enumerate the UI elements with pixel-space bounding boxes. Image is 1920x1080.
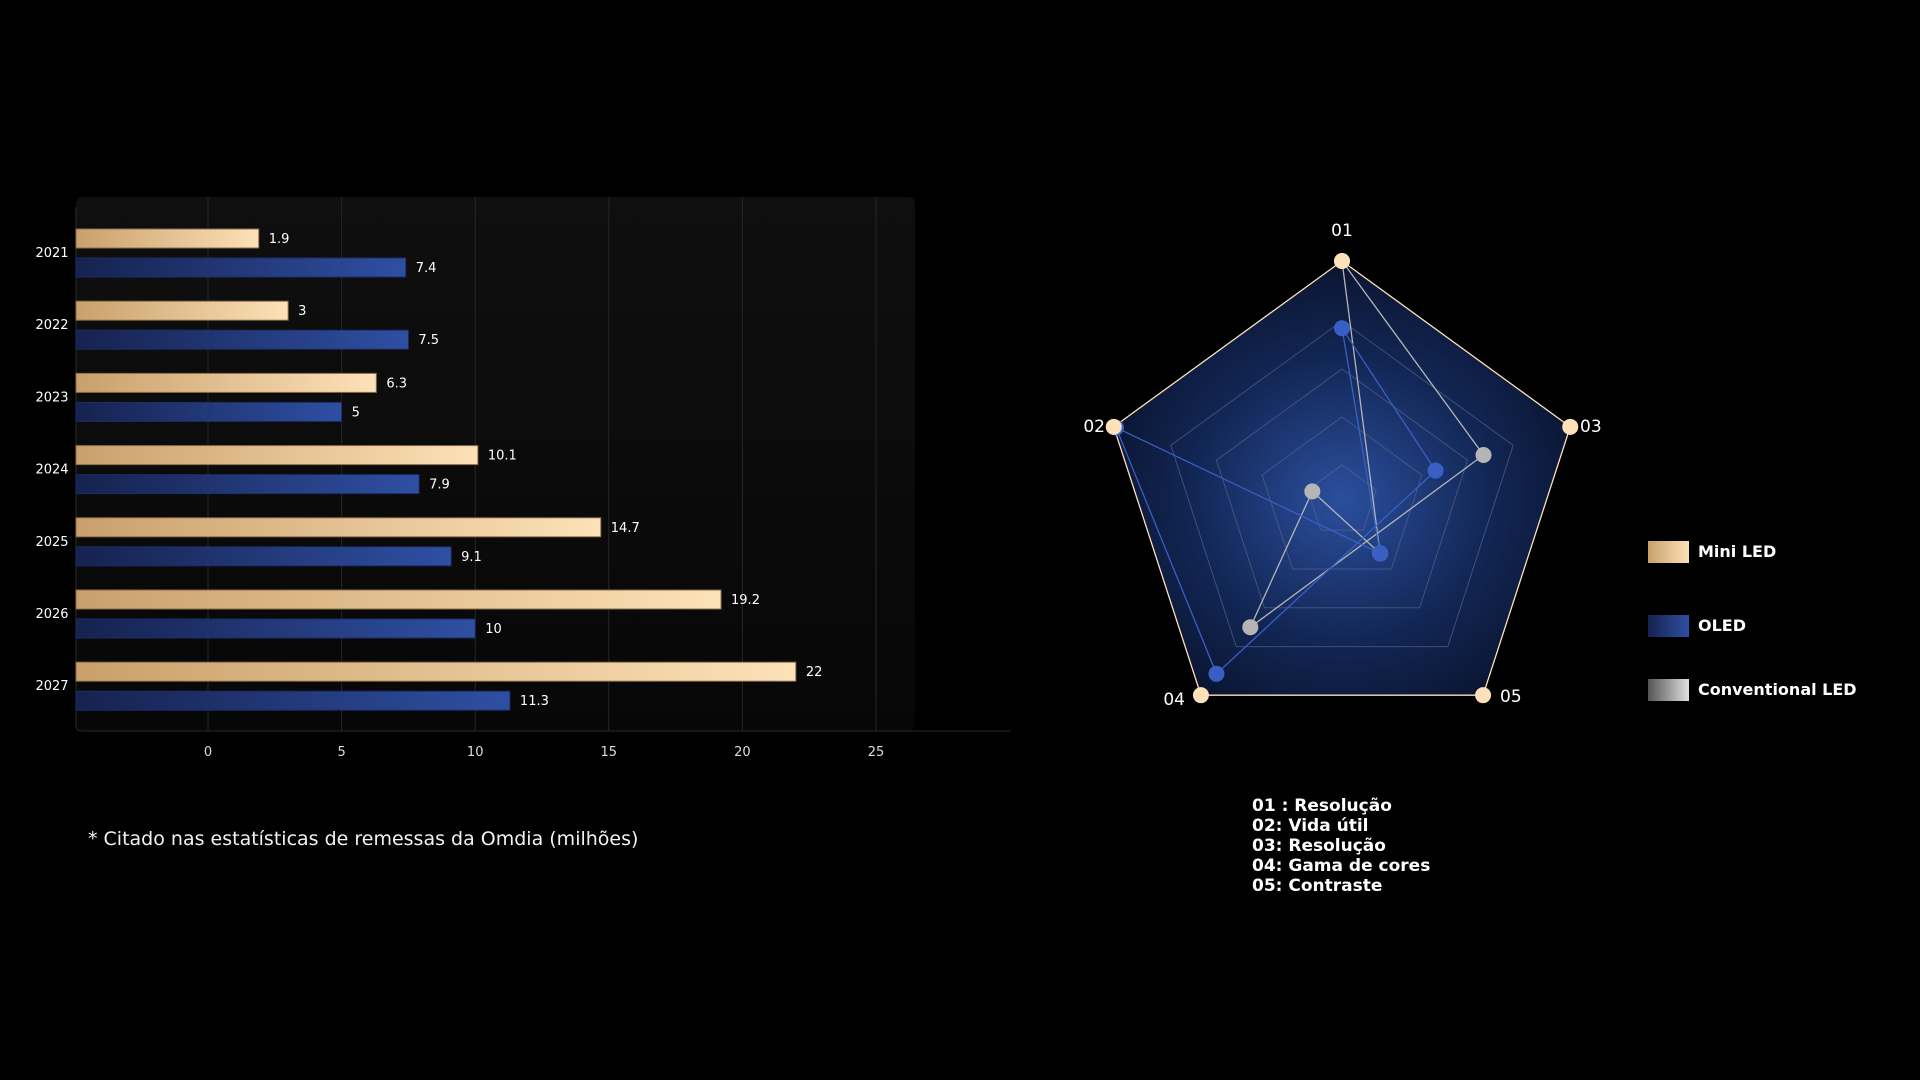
legend-label: Conventional LED — [1698, 680, 1857, 699]
radar-series-mini-led — [1112, 260, 1572, 696]
criterion: 03: Resolução — [1252, 836, 1386, 856]
radar-chart: 01 02 03 04 05 — [1083, 221, 1601, 710]
legend-swatch-oled — [1648, 615, 1689, 637]
bar-chart: 0 5 10 15 20 2520211.97.4202237.520236.352024… — [35, 197, 1010, 760]
radar-grid-ring — [1215, 368, 1469, 609]
x-tick-label: 0 — [204, 745, 212, 760]
x-tick-label: 25 — [868, 745, 885, 760]
bar-oled — [75, 401, 343, 422]
criterion: 05: Contraste — [1252, 876, 1383, 896]
legend-swatch-mini-led — [1648, 541, 1689, 563]
bar-oled — [75, 474, 420, 495]
data-label: 11.3 — [520, 694, 549, 709]
y-tick-label: 2024 — [35, 463, 68, 478]
bar-mini-led — [75, 661, 797, 682]
data-label: 7.4 — [416, 261, 437, 276]
y-tick-label: 2026 — [35, 607, 68, 622]
data-label: 3 — [298, 304, 306, 319]
radar-point-mini-led — [1105, 418, 1122, 435]
radar-point-mini-led — [1334, 253, 1350, 269]
footnote: * Citado nas estatísticas de remessas da… — [88, 828, 639, 850]
data-label: 7.9 — [429, 478, 450, 493]
y-tick-label: 2025 — [35, 535, 68, 550]
radar-point-oled — [1427, 462, 1444, 479]
data-label: 14.7 — [611, 521, 640, 536]
x-tick-label: 5 — [337, 745, 345, 760]
data-label: 5 — [352, 405, 360, 420]
radar-axis-label: 03 — [1580, 417, 1602, 437]
radar-axis-label: 02 — [1083, 417, 1105, 437]
x-tick-label: 15 — [601, 745, 618, 760]
data-label: 9.1 — [461, 550, 482, 565]
radar-point-conventional-led — [1304, 483, 1321, 500]
radar-point-oled — [1208, 665, 1225, 682]
bar-oled — [75, 329, 409, 350]
bar-oled — [75, 546, 452, 567]
bar-mini-led — [75, 300, 289, 321]
radar-axis-label: 04 — [1163, 690, 1185, 710]
data-label: 1.9 — [269, 232, 290, 247]
legend-label: OLED — [1698, 616, 1747, 635]
radar-point-oled — [1372, 545, 1389, 562]
bar-oled — [75, 690, 511, 711]
radar-axis-label: 05 — [1500, 687, 1522, 707]
data-label: 7.5 — [418, 333, 439, 348]
bar-mini-led — [75, 228, 260, 249]
radar-background — [1113, 261, 1571, 696]
data-label: 19.2 — [731, 593, 760, 608]
x-tick-label: 20 — [734, 745, 751, 760]
data-label: 10 — [485, 622, 502, 637]
data-label: 10.1 — [488, 449, 517, 464]
data-label: 6.3 — [386, 376, 407, 391]
y-tick-label: 2021 — [35, 246, 68, 261]
bar-mini-led — [75, 445, 479, 466]
x-tick-label: 10 — [467, 745, 484, 760]
radar-point-conventional-led — [1475, 447, 1492, 464]
bar-oled — [75, 618, 476, 639]
legend-label: Mini LED — [1698, 542, 1777, 561]
y-tick-label: 2027 — [35, 679, 68, 694]
radar-point-mini-led — [1475, 687, 1492, 704]
criterion: 04: Gama de cores — [1252, 856, 1431, 876]
y-tick-label: 2023 — [35, 390, 68, 405]
radar-criteria-list: 01 : Resolução 02: Vida útil 03: Resoluç… — [1252, 796, 1430, 896]
radar-point-conventional-led — [1242, 619, 1259, 636]
radar-grid-ring — [1170, 320, 1514, 648]
radar-grid-ring — [1261, 416, 1423, 570]
bar-mini-led — [75, 517, 602, 538]
legend-swatch-conventional-led — [1648, 679, 1689, 701]
criterion: 01 : Resolução — [1252, 796, 1392, 816]
x-axis-line — [75, 207, 1010, 732]
data-label: 22 — [806, 665, 823, 680]
bar-mini-led — [75, 589, 722, 610]
criterion: 02: Vida útil — [1252, 816, 1369, 836]
radar-point-oled — [1334, 320, 1350, 337]
bar-mini-led — [75, 372, 377, 393]
radar-point-mini-led — [1562, 418, 1579, 435]
y-tick-label: 2022 — [35, 318, 68, 333]
radar-series-conventional-led — [1248, 260, 1485, 630]
bar-oled — [75, 257, 407, 278]
radar-axis-label: 01 — [1331, 221, 1353, 241]
radar-series-oled — [1114, 327, 1437, 675]
radar-point-mini-led — [1192, 687, 1209, 704]
